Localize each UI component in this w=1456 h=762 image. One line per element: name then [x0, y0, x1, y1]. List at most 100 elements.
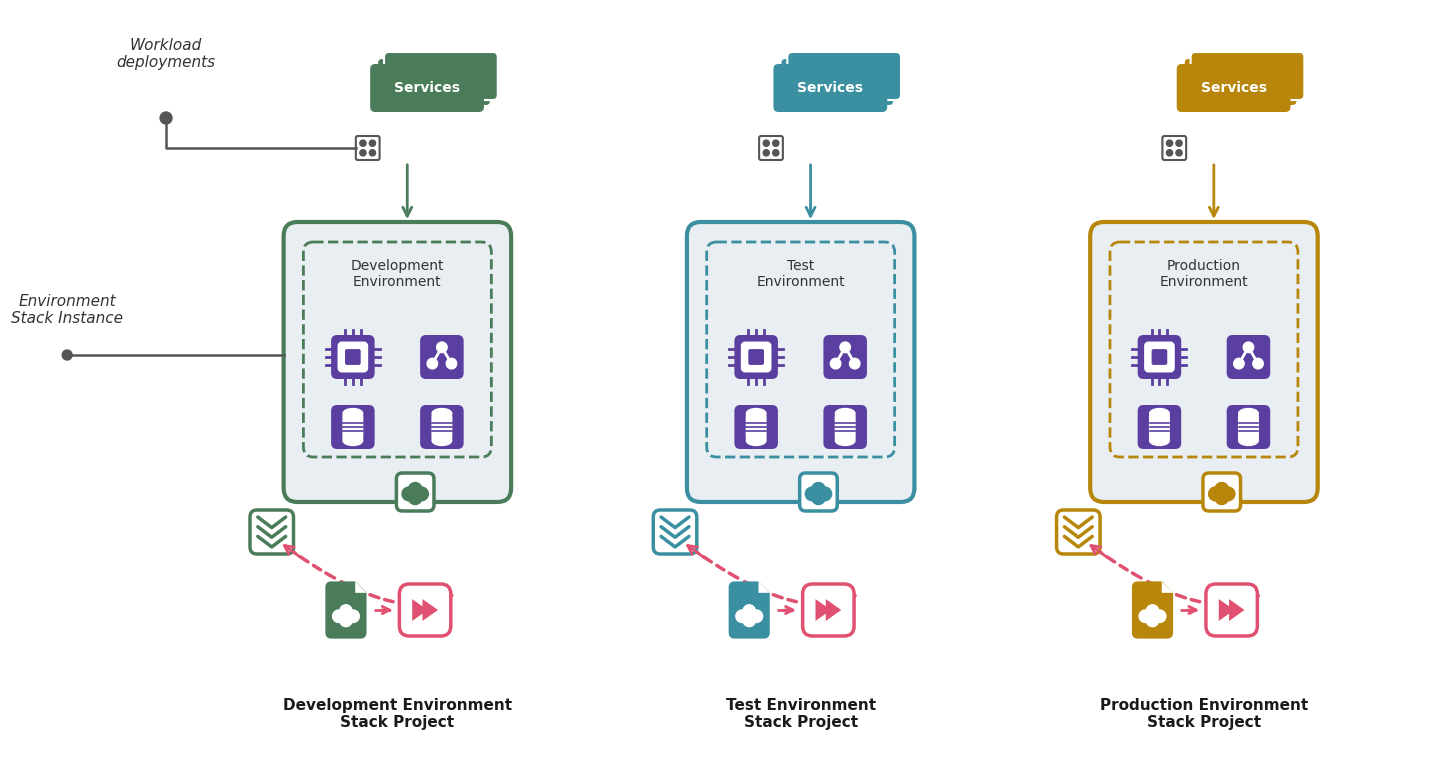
- FancyBboxPatch shape: [284, 222, 511, 502]
- Circle shape: [360, 140, 365, 146]
- Text: Services: Services: [798, 81, 863, 95]
- Circle shape: [427, 358, 438, 369]
- FancyBboxPatch shape: [1057, 510, 1101, 554]
- FancyBboxPatch shape: [747, 413, 766, 440]
- Circle shape: [360, 149, 365, 156]
- Ellipse shape: [432, 436, 451, 446]
- FancyBboxPatch shape: [1227, 335, 1270, 379]
- FancyBboxPatch shape: [654, 510, 697, 554]
- Text: Production
Environment: Production Environment: [1159, 259, 1248, 289]
- Circle shape: [743, 605, 756, 617]
- FancyBboxPatch shape: [345, 349, 361, 365]
- FancyBboxPatch shape: [432, 413, 451, 440]
- FancyBboxPatch shape: [1176, 64, 1290, 112]
- Ellipse shape: [836, 436, 855, 446]
- Circle shape: [370, 140, 376, 146]
- Polygon shape: [355, 581, 367, 593]
- Polygon shape: [355, 581, 367, 593]
- Circle shape: [805, 487, 818, 501]
- FancyBboxPatch shape: [734, 335, 778, 379]
- Circle shape: [370, 149, 376, 156]
- FancyBboxPatch shape: [250, 510, 294, 554]
- FancyBboxPatch shape: [802, 584, 855, 636]
- FancyBboxPatch shape: [1203, 473, 1241, 511]
- FancyBboxPatch shape: [773, 64, 887, 112]
- FancyBboxPatch shape: [808, 492, 828, 498]
- Text: Test
Environment: Test Environment: [756, 259, 844, 289]
- Text: Services: Services: [1201, 81, 1267, 95]
- Circle shape: [773, 149, 779, 156]
- Circle shape: [1166, 140, 1172, 146]
- Circle shape: [811, 482, 826, 496]
- Circle shape: [1176, 140, 1182, 146]
- Polygon shape: [815, 599, 831, 621]
- Circle shape: [1146, 605, 1159, 617]
- FancyBboxPatch shape: [331, 335, 374, 379]
- Circle shape: [1139, 610, 1152, 623]
- FancyBboxPatch shape: [396, 473, 434, 511]
- Circle shape: [763, 140, 769, 146]
- FancyBboxPatch shape: [405, 492, 425, 498]
- Text: Development
Environment: Development Environment: [351, 259, 444, 289]
- Circle shape: [409, 482, 422, 496]
- Ellipse shape: [747, 436, 766, 446]
- Circle shape: [1176, 149, 1182, 156]
- FancyBboxPatch shape: [399, 584, 451, 636]
- Circle shape: [1153, 610, 1166, 623]
- Circle shape: [446, 358, 457, 369]
- Ellipse shape: [1239, 408, 1258, 418]
- FancyBboxPatch shape: [759, 136, 783, 160]
- Circle shape: [1146, 614, 1159, 626]
- FancyBboxPatch shape: [780, 58, 894, 106]
- FancyBboxPatch shape: [836, 413, 855, 440]
- Circle shape: [415, 487, 428, 501]
- Circle shape: [818, 487, 831, 501]
- FancyBboxPatch shape: [421, 405, 463, 449]
- FancyBboxPatch shape: [339, 343, 367, 371]
- Circle shape: [402, 487, 415, 501]
- FancyBboxPatch shape: [1184, 58, 1297, 106]
- FancyBboxPatch shape: [421, 335, 463, 379]
- Circle shape: [160, 112, 172, 124]
- FancyBboxPatch shape: [740, 616, 760, 622]
- Text: Test Environment
Stack Project: Test Environment Stack Project: [725, 698, 875, 731]
- Ellipse shape: [344, 436, 363, 446]
- Ellipse shape: [344, 408, 363, 418]
- Circle shape: [743, 614, 756, 626]
- Ellipse shape: [1150, 436, 1169, 446]
- FancyBboxPatch shape: [1191, 52, 1305, 100]
- FancyBboxPatch shape: [1239, 413, 1258, 440]
- FancyBboxPatch shape: [331, 405, 374, 449]
- FancyBboxPatch shape: [728, 581, 770, 639]
- FancyBboxPatch shape: [1176, 64, 1290, 112]
- Circle shape: [1214, 482, 1229, 496]
- Circle shape: [849, 358, 860, 369]
- FancyBboxPatch shape: [824, 405, 866, 449]
- FancyBboxPatch shape: [824, 335, 866, 379]
- Circle shape: [347, 610, 360, 623]
- FancyBboxPatch shape: [325, 581, 367, 639]
- FancyBboxPatch shape: [370, 64, 483, 112]
- FancyBboxPatch shape: [1206, 584, 1258, 636]
- Circle shape: [1243, 342, 1254, 353]
- Circle shape: [409, 491, 422, 504]
- Polygon shape: [1229, 599, 1245, 621]
- Circle shape: [1214, 491, 1229, 504]
- Circle shape: [773, 140, 779, 146]
- Circle shape: [1252, 358, 1264, 369]
- FancyBboxPatch shape: [748, 349, 764, 365]
- FancyBboxPatch shape: [734, 405, 778, 449]
- Ellipse shape: [747, 408, 766, 418]
- FancyBboxPatch shape: [687, 222, 914, 502]
- Circle shape: [735, 610, 748, 623]
- FancyBboxPatch shape: [336, 616, 357, 622]
- Text: Environment
Stack Instance: Environment Stack Instance: [12, 294, 124, 326]
- FancyBboxPatch shape: [788, 52, 901, 100]
- Circle shape: [840, 342, 850, 353]
- Circle shape: [63, 350, 73, 360]
- FancyBboxPatch shape: [377, 58, 491, 106]
- FancyBboxPatch shape: [1211, 492, 1232, 498]
- Polygon shape: [1162, 581, 1174, 593]
- FancyBboxPatch shape: [1137, 405, 1181, 449]
- Circle shape: [1222, 487, 1235, 501]
